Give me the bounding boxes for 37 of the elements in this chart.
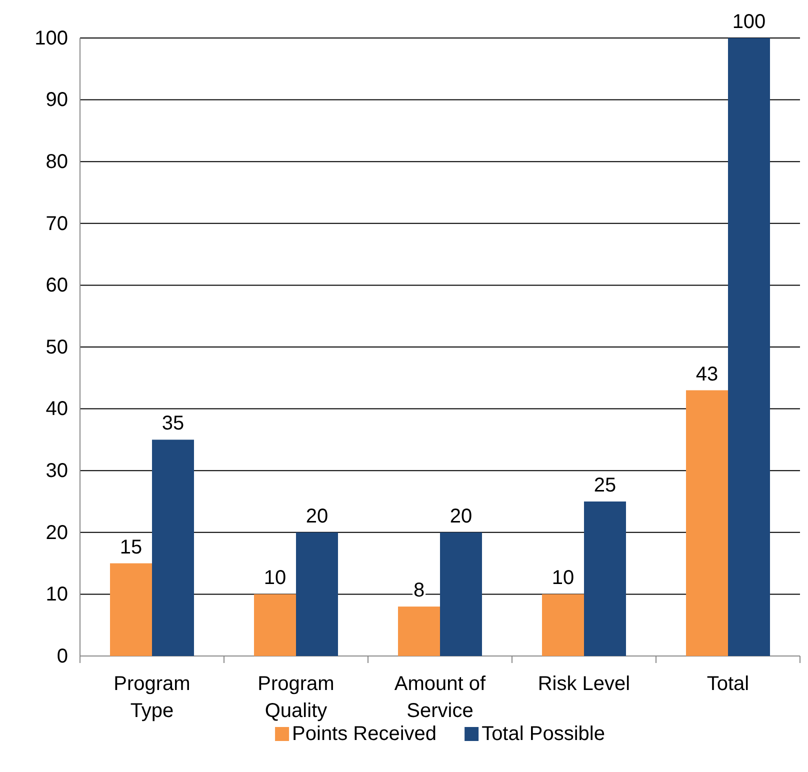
data-label: 43 bbox=[696, 363, 718, 386]
bar bbox=[440, 532, 482, 656]
x-tick-label: Program Quality bbox=[258, 673, 334, 722]
bar bbox=[254, 594, 296, 656]
data-label: 20 bbox=[450, 505, 472, 528]
y-tick-label: 20 bbox=[46, 522, 68, 544]
data-label: 35 bbox=[162, 412, 184, 435]
bar bbox=[728, 38, 770, 656]
y-tick-label: 10 bbox=[46, 584, 68, 606]
x-tick-label: Total bbox=[706, 673, 750, 695]
y-tick-label: 30 bbox=[46, 460, 68, 482]
y-tick-label: 80 bbox=[46, 151, 68, 173]
y-tick-label: 0 bbox=[56, 645, 68, 668]
x-tick-label: Risk Level bbox=[538, 673, 630, 695]
y-tick-label: 40 bbox=[46, 398, 68, 420]
bar bbox=[584, 502, 626, 656]
data-label: 10 bbox=[552, 567, 574, 590]
bar bbox=[398, 606, 440, 656]
y-tick-label: 60 bbox=[46, 274, 68, 297]
data-label: 100 bbox=[732, 11, 766, 33]
y-tick-label: 90 bbox=[46, 89, 68, 112]
x-tick-label: Program Type bbox=[114, 673, 190, 722]
data-label: 20 bbox=[306, 505, 328, 528]
bar bbox=[110, 563, 152, 656]
legend-label: Points Received bbox=[292, 723, 437, 745]
bar bbox=[542, 594, 584, 656]
x-tick-label: Amount of Service bbox=[394, 673, 486, 722]
y-tick-label: 70 bbox=[46, 212, 68, 235]
data-label: 10 bbox=[264, 567, 286, 590]
y-tick-label: 100 bbox=[34, 27, 68, 50]
bar bbox=[686, 390, 728, 656]
bar bbox=[296, 532, 338, 656]
data-label: 15 bbox=[120, 536, 142, 558]
bar bbox=[152, 440, 194, 656]
data-label: 25 bbox=[594, 474, 616, 496]
y-tick-label: 50 bbox=[46, 336, 68, 358]
legend-label: Total Possible bbox=[482, 723, 605, 745]
